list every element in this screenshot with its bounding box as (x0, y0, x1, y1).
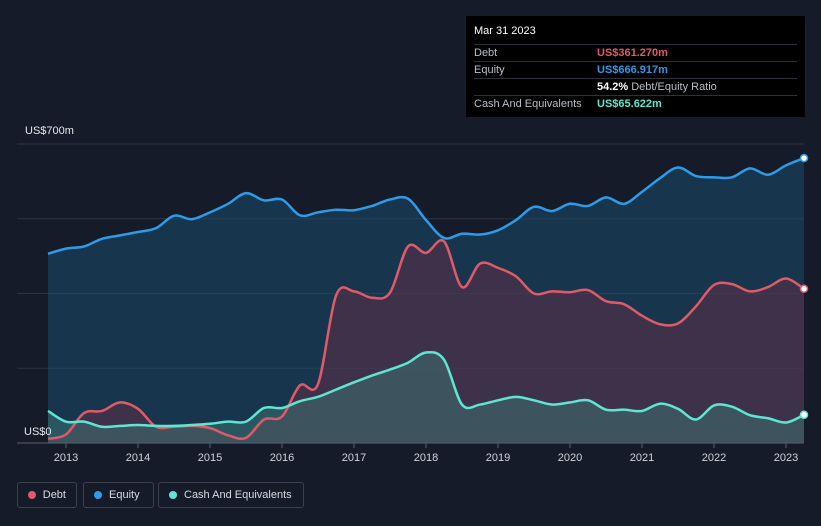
x-tick-label: 2015 (198, 452, 222, 464)
x-tick-label: 2017 (342, 452, 366, 464)
tooltip-value-debt: US$361.270m (597, 47, 668, 59)
tooltip-row-cash: Cash And Equivalents US$65.622m (474, 95, 797, 112)
area-equity (48, 158, 804, 444)
tooltip-value-cash: US$65.622m (597, 98, 662, 110)
tooltip-label (474, 79, 597, 95)
x-tick-label: 2021 (630, 452, 654, 464)
series-lines (47, 156, 805, 441)
legend-item-debt[interactable]: Debt (17, 482, 77, 508)
y-tick-label-top: US$700m (25, 125, 74, 137)
x-tick-label: 2020 (558, 452, 582, 464)
series-end-markers (799, 153, 809, 420)
x-tick-label: 2014 (126, 452, 150, 464)
x-tick-label: 2013 (54, 452, 78, 464)
tooltip-value-equity: US$666.917m (597, 64, 668, 76)
tooltip-row-equity: Equity US$666.917m (474, 61, 797, 78)
tooltip-label: Debt (474, 47, 498, 59)
data-tooltip: Mar 31 2023 Debt US$361.270m Equity US$6… (466, 16, 805, 117)
series-areas (48, 158, 804, 444)
tooltip-label: Cash And Equivalents (474, 98, 582, 110)
x-tick-label: 2019 (486, 452, 510, 464)
x-tick-label: 2022 (702, 452, 726, 464)
line-cash-and-equivalents (47, 350, 805, 429)
legend-label: Debt (42, 489, 66, 501)
end-marker-cash-and-equivalents (799, 410, 809, 420)
legend-item-equity[interactable]: Equity (83, 482, 154, 508)
y-tick-label-zero: US$0 (24, 426, 52, 438)
x-axis-ticks: 2013 2014 2015 2016 2017 2018 2019 2020 2021 2022… (54, 443, 798, 464)
tooltip-label: Equity (474, 64, 505, 76)
tooltip-value-ratio: 54.2% (597, 81, 629, 93)
tooltip-row-debt: Debt US$361.270m (474, 44, 797, 61)
end-marker-debt (799, 284, 809, 294)
legend-label: Equity (109, 489, 140, 501)
tooltip-row-ratio: 54.2% Debt/Equity Ratio (474, 78, 797, 95)
area-debt (48, 240, 804, 443)
x-tick-label: 2018 (414, 452, 438, 464)
tooltip-ratio-caption: Debt/Equity Ratio (631, 81, 717, 93)
legend-item-cash[interactable]: Cash And Equivalents (158, 482, 304, 508)
x-tick-label: 2023 (774, 452, 798, 464)
area-cash-and-equivalents (48, 352, 804, 443)
x-tick-label: 2016 (270, 452, 294, 464)
equity-dot-icon (94, 491, 102, 499)
tooltip-date: Mar 31 2023 (474, 25, 536, 37)
line-equity (47, 156, 805, 255)
end-marker-equity (799, 153, 809, 163)
cash-dot-icon (169, 491, 177, 499)
debt-dot-icon (28, 491, 36, 499)
legend-label: Cash And Equivalents (184, 489, 292, 501)
